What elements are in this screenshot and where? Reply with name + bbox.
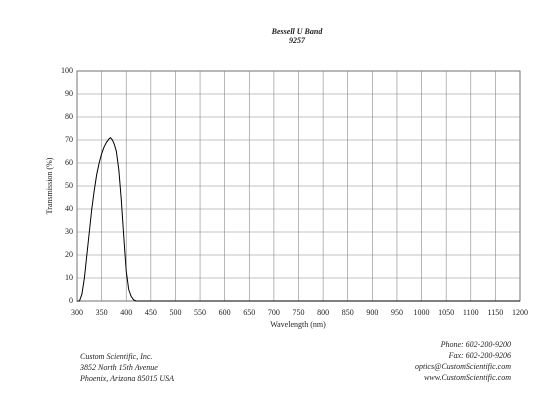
y-tick-label: 30 xyxy=(65,227,73,236)
y-tick-label: 90 xyxy=(65,89,73,98)
transmission-curve xyxy=(77,137,520,302)
x-tick-label: 650 xyxy=(243,308,255,317)
x-tick-label: 1050 xyxy=(438,308,454,317)
x-tick-label: 450 xyxy=(145,308,157,317)
x-tick-label: 800 xyxy=(317,308,329,317)
x-tick-label: 1100 xyxy=(463,308,479,317)
y-tick-label: 40 xyxy=(65,204,73,213)
footer-line: Phone: 602-200-9200 xyxy=(440,340,511,349)
y-tick-label: 60 xyxy=(65,158,73,167)
y-tick-label: 20 xyxy=(65,250,73,259)
y-axis-label: Transmission (%) xyxy=(45,157,54,214)
x-tick-label: 700 xyxy=(268,308,280,317)
y-tick-label: 10 xyxy=(65,273,73,282)
x-axis-label: Wavelength (nm) xyxy=(270,320,326,329)
x-tick-label: 350 xyxy=(96,308,108,317)
x-tick-label: 1000 xyxy=(414,308,430,317)
footer-line: optics@CustomScientific.com xyxy=(415,362,511,371)
x-tick-label: 1150 xyxy=(488,308,504,317)
chart-subtitle: 9257 xyxy=(289,36,306,45)
x-tick-label: 950 xyxy=(391,308,403,317)
y-tick-label: 70 xyxy=(65,135,73,144)
x-tick-label: 600 xyxy=(219,308,231,317)
y-tick-label: 80 xyxy=(65,112,73,121)
footer-line: 3852 North 15th Avenue xyxy=(79,363,158,372)
x-tick-label: 550 xyxy=(194,308,206,317)
footer-line: www.CustomScientific.com xyxy=(424,373,511,382)
x-tick-label: 900 xyxy=(366,308,378,317)
x-tick-label: 300 xyxy=(71,308,83,317)
y-tick-label: 0 xyxy=(69,296,73,305)
x-tick-label: 1200 xyxy=(512,308,528,317)
y-tick-label: 50 xyxy=(65,181,73,190)
footer-line: Phoenix, Arizona 85015 USA xyxy=(79,374,174,383)
y-tick-label: 100 xyxy=(61,66,73,75)
chart-title: Bessell U Band xyxy=(271,27,324,36)
x-tick-label: 850 xyxy=(342,308,354,317)
x-tick-label: 750 xyxy=(293,308,305,317)
x-tick-label: 500 xyxy=(169,308,181,317)
x-tick-label: 400 xyxy=(120,308,132,317)
footer-line: Fax: 602-200-9206 xyxy=(448,351,511,360)
footer-line: Custom Scientific, Inc. xyxy=(80,352,152,361)
